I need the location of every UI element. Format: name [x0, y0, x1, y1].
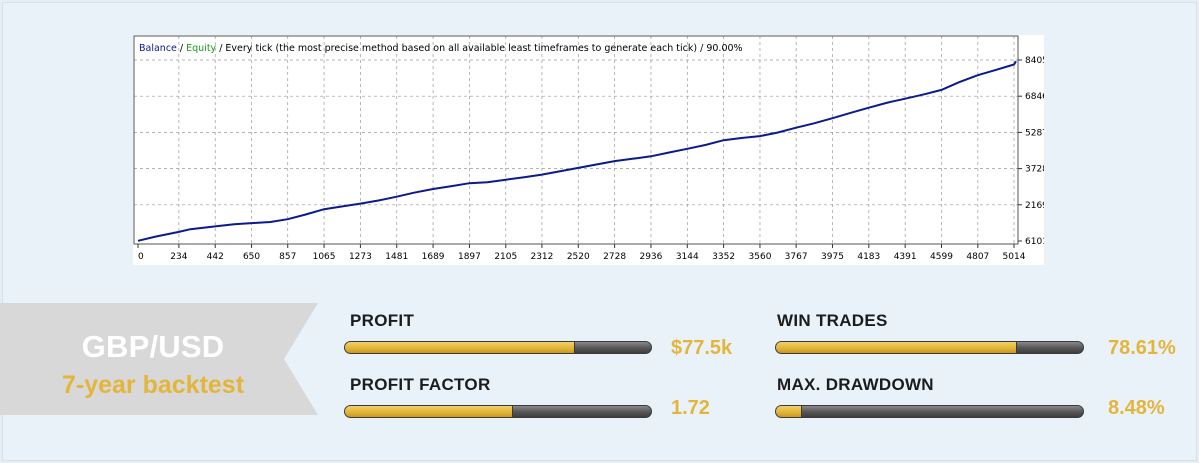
x-tick-label: 1481: [385, 252, 408, 262]
x-tick-label: 4391: [894, 252, 917, 262]
x-tick-label: 2728: [603, 252, 626, 262]
y-axis-ticks: 84059 68467 52876 37284 21692 6101: [1018, 56, 1044, 247]
y-tick-label: 21692: [1025, 201, 1044, 211]
profit-factor-value: 1.72: [671, 397, 710, 419]
y-tick-label: 84059: [1025, 56, 1044, 66]
legend-description: / Every tick (the most precise method ba…: [216, 43, 742, 54]
x-tick-label: 3767: [785, 252, 808, 262]
max-drawdown-bar: [775, 405, 1084, 418]
profit-factor-bar-fill: [345, 406, 514, 417]
chart-grid: [134, 36, 1018, 244]
ribbon-shape: [0, 303, 318, 415]
x-tick-label: 234: [170, 252, 187, 262]
x-tick-label: 1897: [458, 252, 481, 262]
x-tick-label: 857: [279, 252, 296, 262]
legend-balance: Balance: [139, 43, 177, 54]
x-tick-label: 3560: [749, 252, 772, 262]
x-tick-label: 2936: [639, 252, 662, 262]
x-tick-label: 442: [207, 252, 224, 262]
x-tick-label: 2105: [494, 252, 517, 262]
chart-svg: Balance / Equity / Every tick (the most …: [133, 35, 1044, 262]
plot-frame: [133, 35, 1019, 245]
x-tick-label: 1065: [313, 252, 336, 262]
chart-legend: Balance / Equity / Every tick (the most …: [139, 43, 743, 54]
x-axis-ticks: 0 234 442 650 857 1065 1273 1481 1689 1897 2105 231…: [137, 244, 1026, 262]
x-tick-label: 650: [243, 252, 260, 262]
x-tick-label: 2520: [567, 252, 590, 262]
profit-value: $77.5k: [671, 337, 733, 359]
profit-factor-label: PROFIT FACTOR: [350, 375, 491, 394]
backtest-subtitle: 7-year backtest: [61, 371, 245, 399]
x-tick-label: 3975: [821, 252, 844, 262]
balance-series-line: [137, 60, 1017, 242]
max-drawdown-bar-fill: [776, 406, 803, 417]
x-tick-label: 4807: [966, 252, 989, 262]
pair-title: GBP/USD: [81, 329, 225, 364]
x-tick-label: 3144: [676, 252, 699, 262]
y-tick-label: 52876: [1025, 128, 1044, 138]
y-tick-label: 37284: [1025, 165, 1044, 175]
max-drawdown-label: MAX. DRAWDOWN: [777, 375, 934, 394]
legend-equity: Equity: [186, 43, 216, 54]
win-trades-value: 78.61%: [1108, 337, 1176, 359]
pair-ribbon: GBP/USD 7-year backtest: [0, 303, 318, 415]
win-trades-bar-fill: [776, 342, 1018, 353]
x-tick-label: 4183: [857, 252, 880, 262]
y-tick-label: 68467: [1025, 92, 1044, 102]
win-trades-bar: [775, 341, 1084, 354]
x-tick-label: 3352: [712, 252, 735, 262]
profit-bar: [344, 341, 652, 354]
backtest-chart: Balance / Equity / Every tick (the most …: [133, 35, 1044, 265]
profit-factor-bar: [344, 405, 652, 418]
profit-label: PROFIT: [350, 311, 415, 330]
x-tick-label: 1689: [422, 252, 445, 262]
profit-bar-fill: [345, 342, 575, 353]
x-tick-label: 1273: [349, 252, 372, 262]
x-tick-label: 2312: [530, 252, 553, 262]
legend-separator: /: [177, 43, 186, 54]
x-tick-label: 0: [138, 252, 144, 262]
x-tick-label: 5014: [1003, 252, 1026, 262]
x-tick-label: 4599: [930, 252, 953, 262]
max-drawdown-value: 8.48%: [1108, 397, 1165, 419]
win-trades-label: WIN TRADES: [777, 311, 888, 330]
y-tick-label: 6101: [1025, 237, 1044, 247]
